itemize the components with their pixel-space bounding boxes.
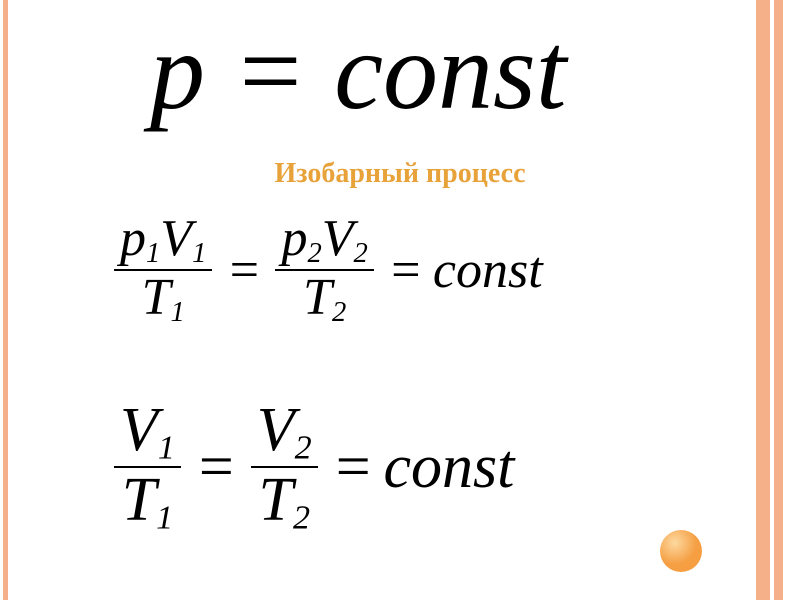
subscript: 1 <box>158 430 175 467</box>
equals-operator: = <box>322 432 384 503</box>
equation-combined-gas-law: p1V1 T1 = p2V2 T2 = const <box>110 212 543 328</box>
fraction-v2-t2: V2 T2 <box>251 398 318 537</box>
subscript: 1 <box>170 297 184 328</box>
title-equation-text: p = const <box>150 10 566 132</box>
var-v: V <box>160 210 192 267</box>
equals-operator: = <box>378 241 433 300</box>
subscript: 1 <box>156 500 173 537</box>
denominator: T2 <box>297 271 352 328</box>
subtitle-text: Изобарный процесс <box>274 158 525 189</box>
subscript: 2 <box>307 238 321 269</box>
equation-gay-lussac: V1 T1 = V2 T2 = const <box>110 398 514 537</box>
numerator: V2 <box>251 398 318 466</box>
slide-content: p = const Изобарный процесс p1V1 T1 = p2… <box>0 0 800 600</box>
var-t: T <box>122 466 156 534</box>
const-text: const <box>433 241 543 300</box>
fraction-p1v1-t1: p1V1 T1 <box>114 212 212 328</box>
subscript: 2 <box>332 297 346 328</box>
fraction-v1-t1: V1 T1 <box>114 398 181 537</box>
denominator: T1 <box>136 271 191 328</box>
title-equation: p = const <box>150 8 566 135</box>
const-text: const <box>384 432 515 503</box>
subscript: 2 <box>295 430 312 467</box>
denominator: T2 <box>252 468 316 536</box>
subscript: 1 <box>146 238 160 269</box>
equals-operator: = <box>185 432 247 503</box>
var-v: V <box>120 396 158 464</box>
var-t: T <box>142 269 171 326</box>
var-t: T <box>258 466 292 534</box>
var-v: V <box>257 396 295 464</box>
var-p: p <box>281 210 307 267</box>
subscript: 2 <box>293 500 310 537</box>
fraction-p2v2-t2: p2V2 T2 <box>275 212 373 328</box>
var-p: p <box>120 210 146 267</box>
bullet-icon <box>660 530 702 572</box>
denominator: T1 <box>116 468 180 536</box>
subtitle: Изобарный процесс <box>0 158 800 190</box>
equals-operator: = <box>216 241 271 300</box>
subscript: 2 <box>354 238 368 269</box>
numerator: p1V1 <box>114 212 212 269</box>
var-v: V <box>322 210 354 267</box>
numerator: p2V2 <box>275 212 373 269</box>
numerator: V1 <box>114 398 181 466</box>
subscript: 1 <box>192 238 206 269</box>
var-t: T <box>303 269 332 326</box>
